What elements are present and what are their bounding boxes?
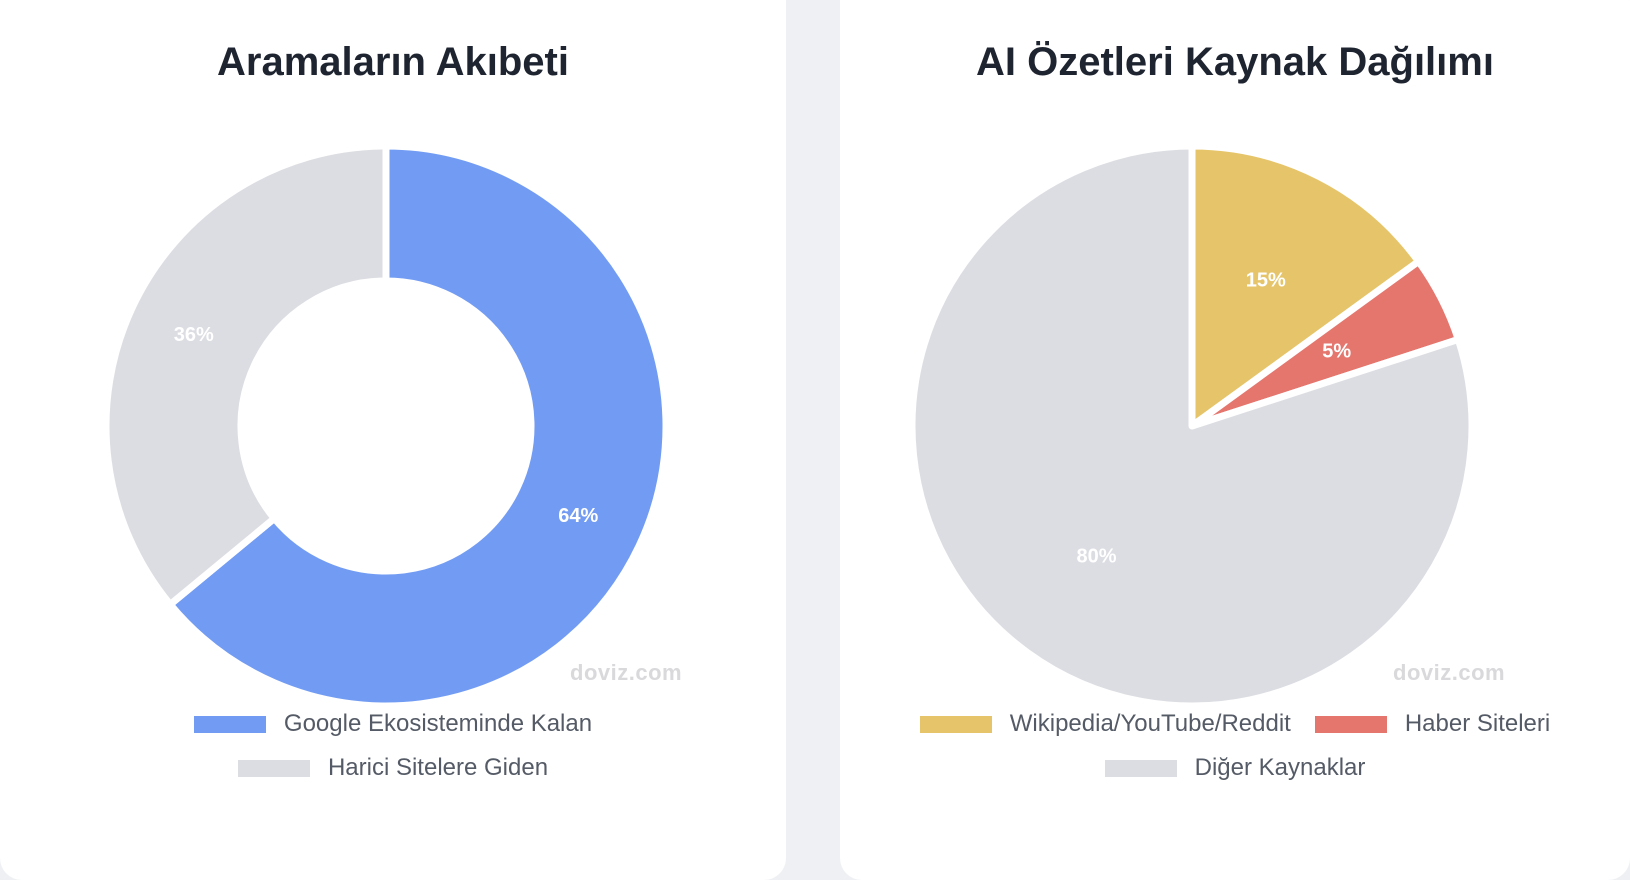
left-chart-card: Aramaların Akıbeti 64% 36% doviz.com Goog… xyxy=(0,0,786,880)
legend-swatch-other xyxy=(1104,759,1177,777)
pie-slice-label-0: 15% xyxy=(1246,270,1286,292)
legend-item-other[interactable]: Diğer Kaynaklar xyxy=(1104,754,1366,782)
doughnut-chart: 64% 36% xyxy=(102,142,670,710)
pie-chart: 15% 5% 80% xyxy=(908,142,1476,710)
legend-swatch-wikipedia xyxy=(919,715,992,733)
legend-left: Google Ekosisteminde Kalan Harici Sitele… xyxy=(0,702,786,790)
legend-swatch-google xyxy=(193,715,266,733)
legend-label-news: Haber Siteleri xyxy=(1404,710,1551,737)
pie-slice-2[interactable] xyxy=(908,142,1476,710)
legend-item-wikipedia[interactable]: Wikipedia/YouTube/Reddit xyxy=(919,710,1291,738)
legend-swatch-news xyxy=(1314,715,1387,733)
doughnut-slice-label-1: 36% xyxy=(174,324,214,346)
chart-title-searches: Aramaların Akıbeti xyxy=(217,40,569,84)
legend-label-google: Google Ekosisteminde Kalan xyxy=(283,710,593,737)
pie-slice-label-2: 80% xyxy=(1077,546,1117,568)
pie-slice-0[interactable] xyxy=(1188,142,1423,430)
legend-swatch-external xyxy=(237,759,310,777)
legend-item-news[interactable]: Haber Siteleri xyxy=(1314,710,1551,738)
right-chart-card: AI Özetleri Kaynak Dağılımı 15% 5% 80% dov… xyxy=(840,0,1630,880)
doughnut-slice-label-0: 64% xyxy=(558,505,598,527)
legend-label-wikipedia: Wikipedia/YouTube/Reddit xyxy=(1009,710,1291,737)
legend-right: Wikipedia/YouTube/Reddit Haber Siteleri … xyxy=(840,702,1630,790)
doughnut-slice-1[interactable] xyxy=(102,142,390,608)
legend-label-external: Harici Sitelere Giden xyxy=(327,754,549,781)
watermark: doviz.com xyxy=(1393,660,1506,685)
doughnut-slice-0[interactable] xyxy=(166,142,670,710)
chart-title-ai-sources: AI Özetleri Kaynak Dağılımı xyxy=(976,40,1494,84)
watermark: doviz.com xyxy=(570,660,683,685)
legend-item-external[interactable]: Harici Sitelere Giden xyxy=(237,754,549,782)
pie-slice-label-1: 5% xyxy=(1322,341,1351,363)
legend-item-google[interactable]: Google Ekosisteminde Kalan xyxy=(193,710,593,738)
legend-label-other: Diğer Kaynaklar xyxy=(1194,754,1366,781)
